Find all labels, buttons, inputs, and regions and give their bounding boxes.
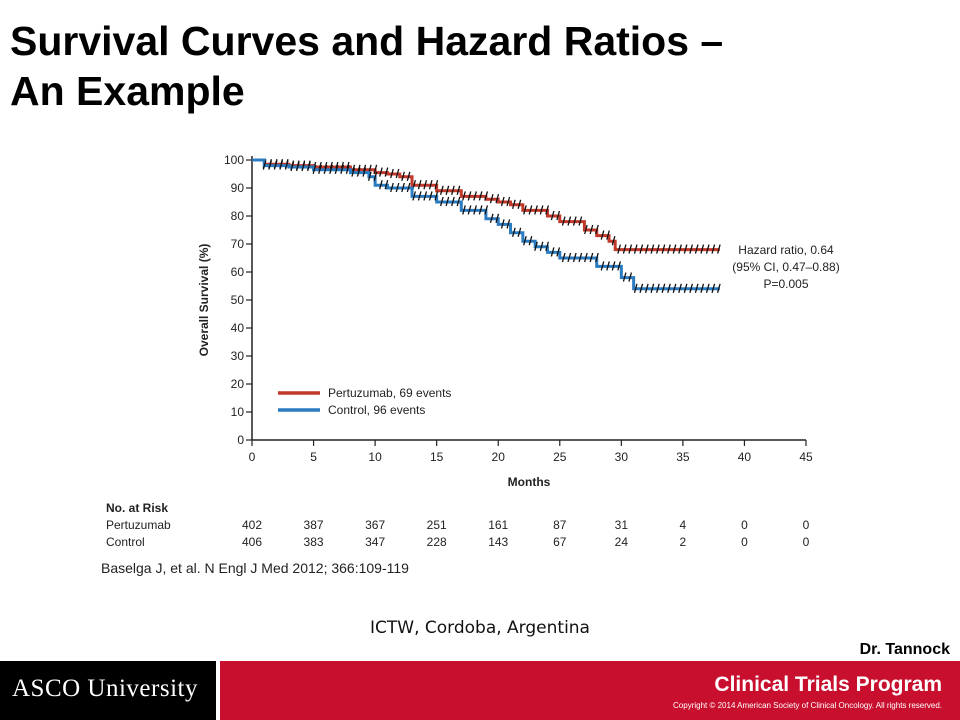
- x-tick-label: 35: [676, 450, 690, 464]
- y-axis-label: Overall Survival (%): [197, 244, 211, 357]
- y-tick-label: 30: [231, 349, 245, 363]
- risk-table-cell: 406: [242, 535, 262, 549]
- venue-label: ICTW, Cordoba, Argentina: [370, 618, 590, 638]
- y-tick-label: 80: [231, 209, 245, 223]
- y-tick-label: 100: [224, 153, 244, 167]
- y-tick-label: 10: [231, 405, 245, 419]
- risk-table-cell: 0: [803, 535, 810, 549]
- x-tick-label: 10: [368, 450, 382, 464]
- risk-table-cell: 67: [553, 535, 567, 549]
- risk-table-cell: 0: [803, 518, 810, 532]
- x-tick-label: 5: [310, 450, 317, 464]
- risk-table-header: No. at Risk: [106, 501, 168, 515]
- risk-table-cell: 0: [741, 518, 748, 532]
- censor-marks-control: [262, 160, 721, 293]
- risk-table-cell: 228: [427, 535, 447, 549]
- risk-table-cell: 383: [304, 535, 324, 549]
- risk-table-cell: 4: [680, 518, 687, 532]
- risk-table-cell: 24: [615, 535, 629, 549]
- risk-table-row-label: Control: [106, 535, 145, 549]
- x-tick-label: 40: [738, 450, 752, 464]
- y-tick-label: 20: [231, 377, 245, 391]
- x-tick-label: 30: [615, 450, 629, 464]
- y-tick-label: 70: [231, 237, 245, 251]
- logo-text: ASCO University: [12, 675, 198, 702]
- y-tick-label: 90: [231, 181, 245, 195]
- slide-title-line-1: Survival Curves and Hazard Ratios –: [10, 18, 724, 64]
- series-line-control: [252, 158, 720, 291]
- risk-table-cell: 367: [365, 518, 385, 532]
- y-tick-label: 60: [231, 265, 245, 279]
- program-label: Clinical Trials Program: [714, 673, 942, 696]
- x-tick-label: 0: [249, 450, 256, 464]
- slide-title-line-2: An Example: [10, 68, 245, 114]
- x-tick-label: 15: [430, 450, 444, 464]
- censor-marks-pertuzumab: [262, 159, 721, 254]
- footer-bar: ASCO University Clinical Trials Program …: [0, 661, 960, 720]
- risk-table-cell: 347: [365, 535, 385, 549]
- hazard-annotation-line: (95% CI, 0.47–0.88): [732, 260, 839, 274]
- risk-table-row-label: Pertuzumab: [106, 518, 171, 532]
- risk-table-cell: 387: [304, 518, 324, 532]
- x-tick-label: 20: [492, 450, 506, 464]
- risk-table-cell: 143: [488, 535, 508, 549]
- legend-label: Control, 96 events: [328, 403, 425, 417]
- x-tick-label: 45: [799, 450, 813, 464]
- risk-table-cell: 31: [615, 518, 629, 532]
- risk-table-cell: 251: [427, 518, 447, 532]
- author-label: Dr. Tannock: [859, 641, 950, 658]
- y-tick-label: 40: [231, 321, 245, 335]
- risk-table-cell: 161: [488, 518, 508, 532]
- copyright-text: Copyright © 2014 American Society of Cli…: [673, 701, 942, 710]
- risk-table-cell: 0: [741, 535, 748, 549]
- clinical-trials-program-banner: Clinical Trials Program Copyright © 2014…: [220, 661, 960, 720]
- risk-table-cell: 87: [553, 518, 567, 532]
- series-line-pertuzumab: [252, 158, 720, 252]
- asco-university-logo: ASCO University: [0, 661, 216, 720]
- risk-table-cell: 402: [242, 518, 262, 532]
- hazard-annotation-line: P=0.005: [763, 277, 808, 291]
- legend-label: Pertuzumab, 69 events: [328, 386, 451, 400]
- hazard-annotation-line: Hazard ratio, 0.64: [738, 243, 834, 257]
- y-tick-label: 50: [231, 293, 245, 307]
- citation: Baselga J, et al. N Engl J Med 2012; 366…: [101, 560, 409, 576]
- x-tick-label: 25: [553, 450, 567, 464]
- y-tick-label: 0: [237, 433, 244, 447]
- x-axis-label: Months: [508, 475, 551, 489]
- risk-table-cell: 2: [680, 535, 687, 549]
- slide-title: Survival Curves and Hazard Ratios – An E…: [10, 16, 910, 116]
